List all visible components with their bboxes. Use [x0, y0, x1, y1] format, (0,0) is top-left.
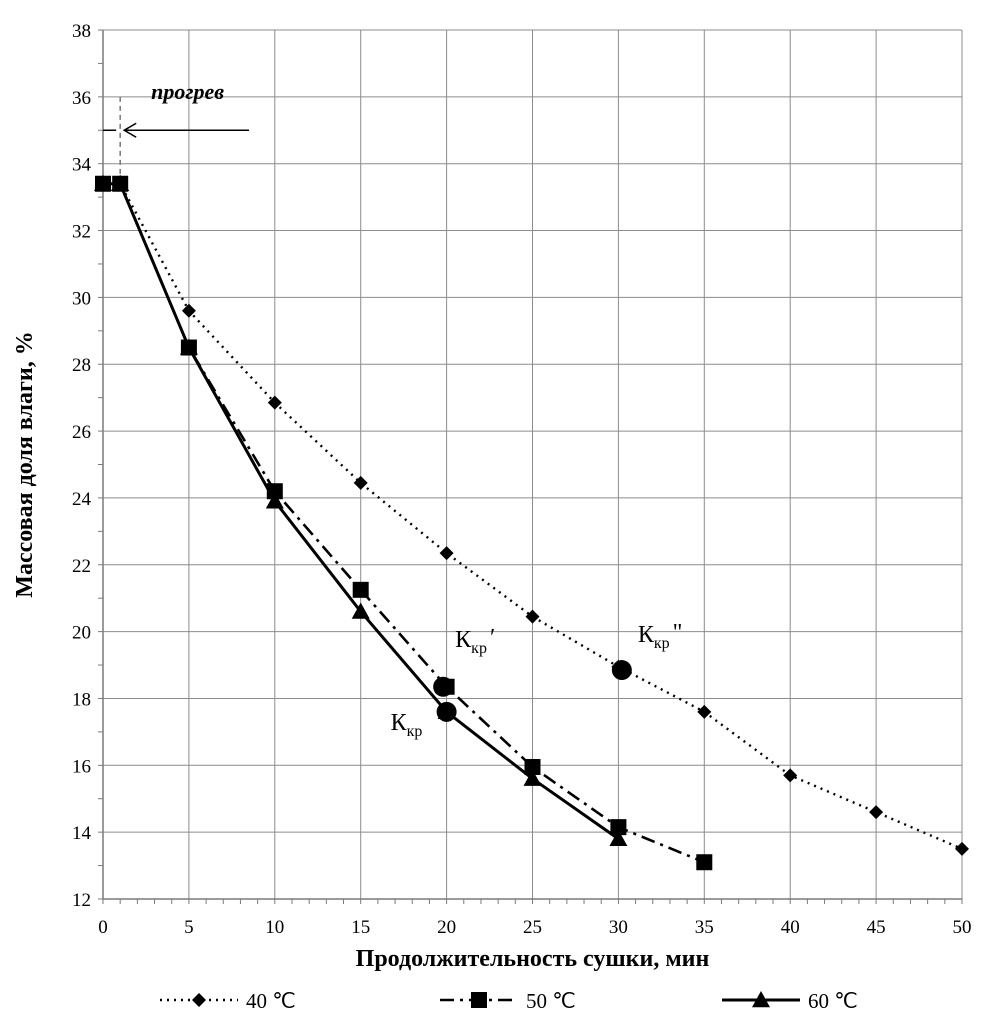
series-3-point — [609, 829, 628, 847]
series-lines — [103, 182, 963, 864]
series-2-point — [266, 483, 283, 500]
y-tick-label: 14 — [72, 823, 92, 844]
grid — [102, 29, 963, 900]
legend: 40 ℃ 50 ℃ 60 ℃ — [160, 989, 858, 1013]
series-2-point — [524, 758, 541, 775]
series-line-3 — [103, 182, 620, 841]
series-3-point — [523, 769, 542, 786]
x-tick-label: 40 — [781, 917, 800, 938]
x-tick-label: 45 — [867, 917, 886, 938]
heating-label: прогрев — [151, 79, 224, 104]
x-tick-label: 10 — [265, 917, 284, 938]
y-tick-label: 22 — [72, 556, 91, 577]
heating-arrow-head — [122, 122, 137, 138]
y-tick-label: 32 — [72, 222, 91, 243]
series-1-point — [525, 609, 540, 624]
critical-point-marker — [436, 701, 457, 722]
series-2-point — [696, 854, 713, 871]
series-1-point — [353, 475, 368, 490]
y-tick-label: 26 — [72, 422, 91, 443]
x-tick-label: 15 — [351, 917, 370, 938]
critical-point-marker — [611, 660, 632, 681]
y-axis-title: Массовая доля влаги, % — [12, 331, 38, 597]
x-tick-label: 0 — [98, 917, 108, 938]
y-tick-label: 34 — [72, 155, 92, 176]
annotations: Ккр Ккр ′ Ккр " прогрев — [103, 79, 682, 740]
series-3-point — [351, 602, 370, 619]
series-1-point — [783, 768, 798, 783]
y-tick-label: 36 — [72, 88, 91, 109]
series-1-point — [869, 805, 884, 820]
series-1-point — [697, 704, 712, 719]
legend-label-3: 60 ℃ — [808, 989, 858, 1013]
y-tick-label: 28 — [72, 355, 91, 376]
series-3-point — [265, 492, 284, 509]
series-1-point — [955, 841, 969, 856]
y-tick-label: 18 — [72, 689, 91, 710]
series-3-point — [111, 174, 130, 191]
critical-point-marker — [433, 676, 454, 697]
y-tick-label: 20 — [72, 623, 91, 644]
x-tick-label: 25 — [523, 917, 542, 938]
tick-labels: 12 14 16 18 20 22 24 26 28 30 32 34 36 38 0 5 10 15 20 25 30… — [72, 21, 972, 938]
legend-marker-2 — [471, 992, 487, 1008]
series-1-point — [181, 303, 196, 318]
x-axis-title: Продолжительность сушки, мин — [356, 946, 710, 972]
y-tick-label: 38 — [72, 21, 91, 42]
y-tick-label: 16 — [72, 756, 91, 777]
x-tick-label: 50 — [953, 917, 972, 938]
legend-marker-3 — [752, 991, 770, 1008]
y-tick-label: 12 — [72, 890, 91, 911]
critical-point-label: Ккр " — [638, 620, 683, 652]
series-1-point — [439, 546, 454, 561]
series-3-point — [94, 174, 112, 191]
legend-marker-1 — [192, 993, 206, 1007]
y-tick-label: 24 — [72, 489, 92, 510]
critical-point-label: Ккр — [391, 710, 423, 740]
x-tick-label: 35 — [695, 917, 714, 938]
y-tick-label: 30 — [72, 288, 91, 309]
series-3-point — [179, 338, 198, 355]
legend-label-2: 50 ℃ — [526, 989, 576, 1013]
legend-label-1: 40 ℃ — [246, 989, 296, 1013]
x-tick-label: 5 — [184, 917, 194, 938]
series-2-point — [352, 581, 369, 598]
series-1-point — [267, 395, 282, 410]
x-tick-label: 30 — [609, 917, 628, 938]
x-tick-label: 20 — [437, 917, 456, 938]
series-2-point — [610, 819, 627, 836]
critical-point-label: Ккр ′ — [455, 625, 495, 657]
